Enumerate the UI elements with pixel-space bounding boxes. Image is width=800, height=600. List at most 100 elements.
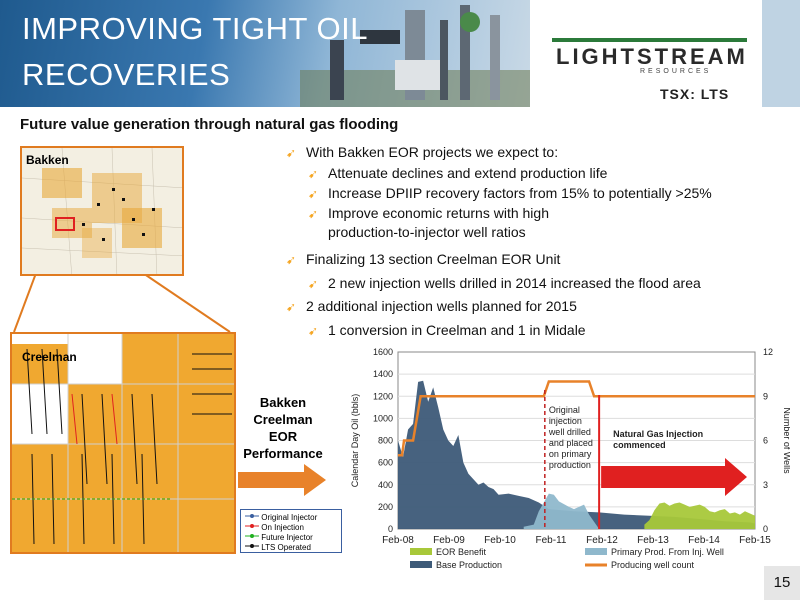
- legend-swatch: [585, 548, 607, 555]
- annotation-text: production: [549, 460, 591, 470]
- title-line-1: IMPROVING TIGHT OIL: [22, 11, 368, 46]
- legend-row: LTS Operated: [245, 542, 337, 552]
- perf-label-line: Bakken: [259, 395, 307, 410]
- legend-label: Producing well count: [611, 560, 695, 570]
- bullet-text: 1 conversion in Creelman and 1 in Midale: [328, 322, 586, 338]
- creelman-map: Creelman: [10, 332, 236, 554]
- y2-tick-label: 6: [763, 436, 768, 446]
- slide-subtitle: Future value generation through natural …: [20, 116, 399, 133]
- chart-lines: [398, 380, 755, 457]
- perf-label-line: Performance: [243, 446, 323, 461]
- header-right-strip: [762, 0, 800, 107]
- legend-label: Base Production: [436, 560, 502, 570]
- x-tick-label: Feb-15: [739, 535, 771, 546]
- bullet-item: ➹ With Bakken EOR projects we expect to:: [286, 144, 558, 160]
- arrow-bullet-icon: ➹: [308, 207, 319, 221]
- legend-swatch-on-injection: [245, 524, 259, 528]
- chart-axes: 0 200 400 600 800 1000 1200 1400 1600 0 3 6 9 12 Feb-0…: [350, 347, 790, 546]
- bakken-map-label: Bakken: [26, 153, 69, 167]
- bullet-item: ➹ Improve economic returns with high: [308, 205, 549, 221]
- y-tick-label: 0: [388, 524, 393, 534]
- legend-label: Future Injector: [261, 533, 313, 542]
- company-logo: LIGHTSTREAM: [556, 44, 748, 69]
- bullet-text: Finalizing 13 section Creelman EOR Unit: [306, 251, 561, 267]
- bullet-item: ➹ Increase DPIIP recovery factors from 15…: [308, 185, 712, 201]
- logo-subtitle: RESOURCES: [640, 68, 712, 75]
- arrow-bullet-icon: ➹: [286, 300, 297, 314]
- y-tick-label: 1000: [373, 413, 393, 423]
- arrow-bullet-icon: ➹: [286, 146, 297, 160]
- bullet-item: ➹ Attenuate declines and extend productio…: [308, 165, 607, 181]
- arrow-bullet-icon: ➹: [308, 324, 319, 338]
- map-legend: Original Injector On Injection Future In…: [240, 509, 342, 553]
- creelman-map-image: [12, 334, 234, 552]
- bullet-item: ➹ 2 new injection wells drilled in 2014 i…: [308, 275, 701, 291]
- x-tick-label: Feb-10: [484, 535, 516, 546]
- bullet-text: production-to-injector well ratios: [328, 224, 526, 240]
- bullet-text: 2 new injection wells drilled in 2014 in…: [328, 275, 701, 291]
- red-forward-arrow-icon: [601, 458, 747, 496]
- orange-right-arrow-icon: [238, 464, 326, 496]
- logo-area: LIGHTSTREAM RESOURCES TSX: LTS: [530, 0, 762, 107]
- y-tick-label: 800: [378, 436, 393, 446]
- bullet-text: With Bakken EOR projects we expect to:: [306, 144, 559, 160]
- bullet-item: ➹ 2 additional injection wells planned fo…: [286, 298, 577, 314]
- area-primary-prod-from-inj-well: [523, 493, 600, 529]
- ticker-symbol: TSX: LTS: [660, 86, 730, 102]
- page-number: 15: [764, 566, 800, 600]
- x-tick-label: Feb-09: [433, 535, 465, 546]
- bullet-text: 2 additional injection wells planned for…: [306, 298, 577, 314]
- perf-label-line: Creelman: [253, 412, 313, 427]
- legend-label: EOR Benefit: [436, 547, 487, 557]
- legend-swatch-original-injector: [245, 514, 259, 518]
- legend-row: Future Injector: [245, 532, 337, 542]
- producing-well-count-line: [398, 380, 755, 457]
- legend-label: On Injection: [261, 523, 304, 532]
- arrow-bullet-icon: ➹: [308, 167, 319, 181]
- arrow-bullet-icon: ➹: [286, 253, 297, 267]
- chart-legend: EOR Benefit Primary Prod. From Inj. Well B…: [410, 547, 724, 570]
- page-title: IMPROVING TIGHT OIL RECOVERIES: [22, 6, 368, 98]
- annotation-text: on primary: [549, 449, 592, 459]
- y-tick-label: 600: [378, 458, 393, 468]
- creelman-map-label: Creelman: [22, 350, 77, 364]
- legend-row: Original Injector: [245, 512, 337, 522]
- x-tick-label: Feb-11: [536, 535, 567, 546]
- y-tick-label: 1400: [373, 369, 393, 379]
- annotation-text: and placed: [549, 438, 593, 448]
- chart-areas: [398, 380, 755, 529]
- y-tick-label: 1200: [373, 391, 393, 401]
- annotation-text: Natural Gas Injection: [613, 429, 703, 439]
- annotation-text: commenced: [613, 440, 666, 450]
- arrow-bullet-icon: ➹: [308, 187, 319, 201]
- area-eor-benefit: [644, 502, 755, 529]
- x-tick-label: Feb-14: [688, 535, 720, 546]
- legend-swatch-future-injector: [245, 534, 259, 538]
- title-line-2: RECOVERIES: [22, 57, 231, 92]
- bakken-map: Bakken: [20, 146, 184, 276]
- legend-label: Primary Prod. From Inj. Well: [611, 547, 724, 557]
- annotation-text: injection: [549, 416, 582, 426]
- y-tick-label: 1600: [373, 347, 393, 357]
- annotation-text: well drilled: [548, 427, 591, 437]
- bakken-map-image: [22, 148, 182, 274]
- y2-tick-label: 3: [763, 480, 768, 490]
- header-photo: [300, 5, 530, 107]
- area-base-production: [398, 380, 755, 529]
- y-tick-label: 400: [378, 480, 393, 490]
- header-banner: IMPROVING TIGHT OIL RECOVERIES: [0, 0, 530, 107]
- y2-tick-label: 0: [763, 524, 768, 534]
- y2-tick-label: 9: [763, 391, 768, 401]
- legend-swatch: [410, 548, 432, 555]
- legend-label: LTS Operated: [261, 543, 311, 552]
- legend-label: Original Injector: [261, 513, 318, 522]
- logo-stripe: [552, 38, 747, 42]
- bullet-item: production-to-injector well ratios: [328, 224, 526, 240]
- y2-axis-label: Number of Wells: [782, 407, 790, 474]
- bullet-text: Improve economic returns with high: [328, 205, 549, 221]
- y2-tick-label: 12: [763, 347, 773, 357]
- x-tick-label: Feb-13: [637, 535, 669, 546]
- bullet-text: Increase DPIIP recovery factors from 15%…: [328, 185, 712, 201]
